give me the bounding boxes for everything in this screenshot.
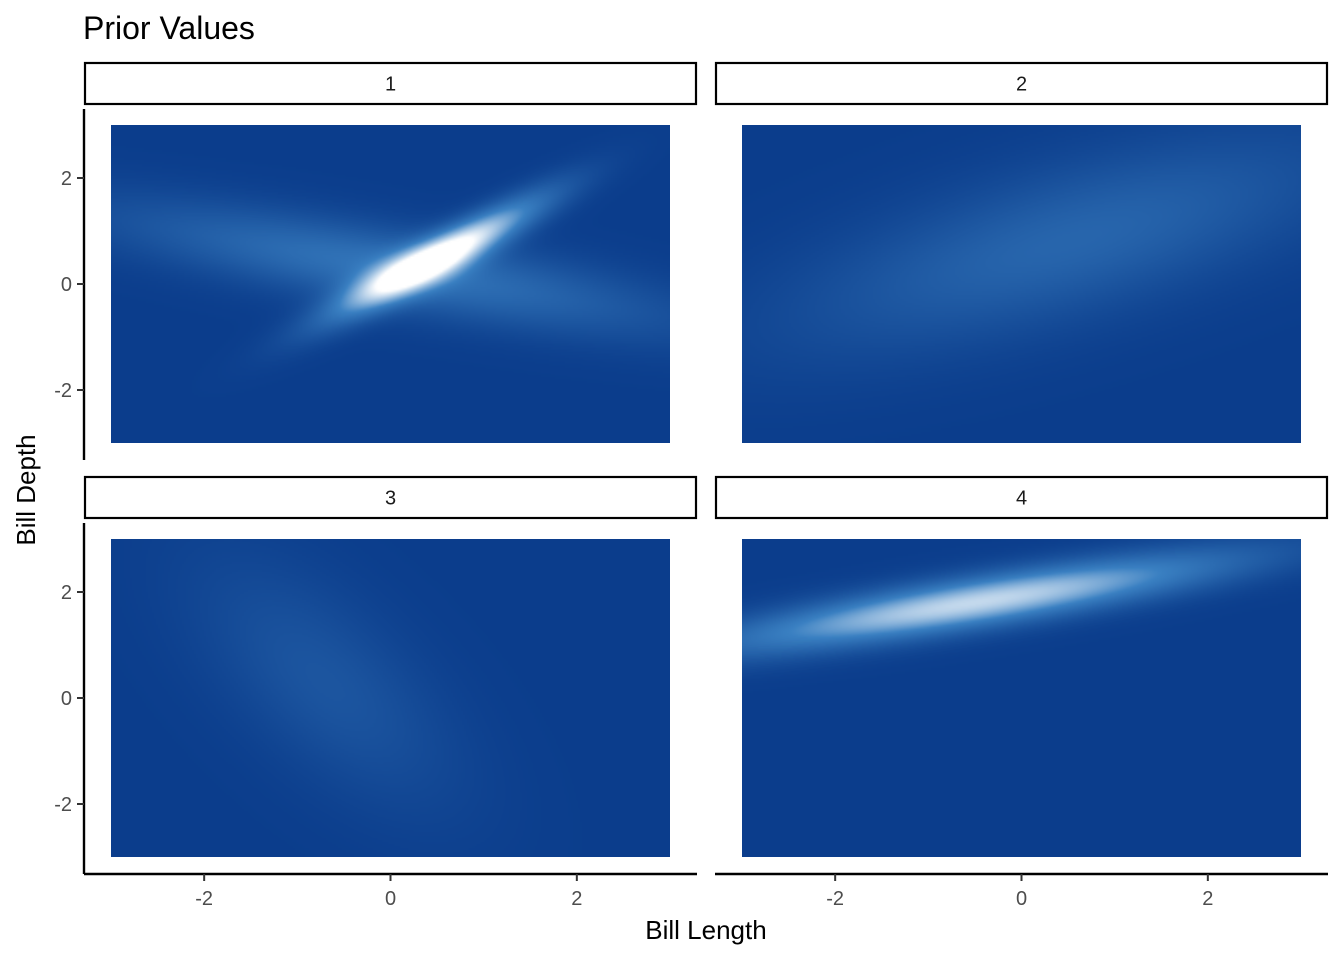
y-tick-label: -2: [54, 380, 72, 402]
facet-strip-label: 3: [385, 488, 396, 510]
x-tick-label: -2: [195, 888, 213, 910]
x-tick-label: 0: [385, 888, 396, 910]
facet-strip-4: [714, 475, 1329, 520]
facets-layer: 1 -2 0 2 2 3 -2 0 2 -2 0 2 4 -2 0 2: [54, 61, 1329, 910]
facet-strip-label: 1: [385, 74, 396, 96]
y-tick-label: 2: [61, 168, 72, 190]
y-axis-label: Bill Depth: [11, 434, 41, 545]
x-tick-label: 2: [571, 888, 582, 910]
y-tick-label: 2: [61, 582, 72, 604]
x-tick-label: 2: [1202, 888, 1213, 910]
y-tick-label: -2: [54, 794, 72, 816]
facet-panel-4: 4 -2 0 2: [714, 475, 1329, 910]
heatmap-raster-2: [742, 125, 1301, 443]
x-tick-label: 0: [1016, 888, 1027, 910]
heatmap-raster-4: [742, 539, 1301, 857]
facet-strip-label: 2: [1016, 74, 1027, 96]
chart-title: Prior Values: [83, 10, 255, 46]
heatmap-raster-1: [111, 125, 670, 443]
facet-strip-3: [83, 475, 698, 520]
facet-strip-1: [83, 61, 698, 106]
y-tick-label: 0: [61, 688, 72, 710]
facet-panel-3: 3 -2 0 2 -2 0 2: [54, 475, 698, 910]
facet-panel-1: 1 -2 0 2: [54, 61, 698, 460]
facet-strip-2: [714, 61, 1329, 106]
heatmap-raster-3: [111, 539, 670, 857]
facet-panel-2: 2: [714, 61, 1329, 443]
facet-strip-label: 4: [1016, 488, 1027, 510]
y-tick-label: 0: [61, 274, 72, 296]
x-tick-label: -2: [826, 888, 844, 910]
x-axis-label: Bill Length: [645, 915, 766, 945]
